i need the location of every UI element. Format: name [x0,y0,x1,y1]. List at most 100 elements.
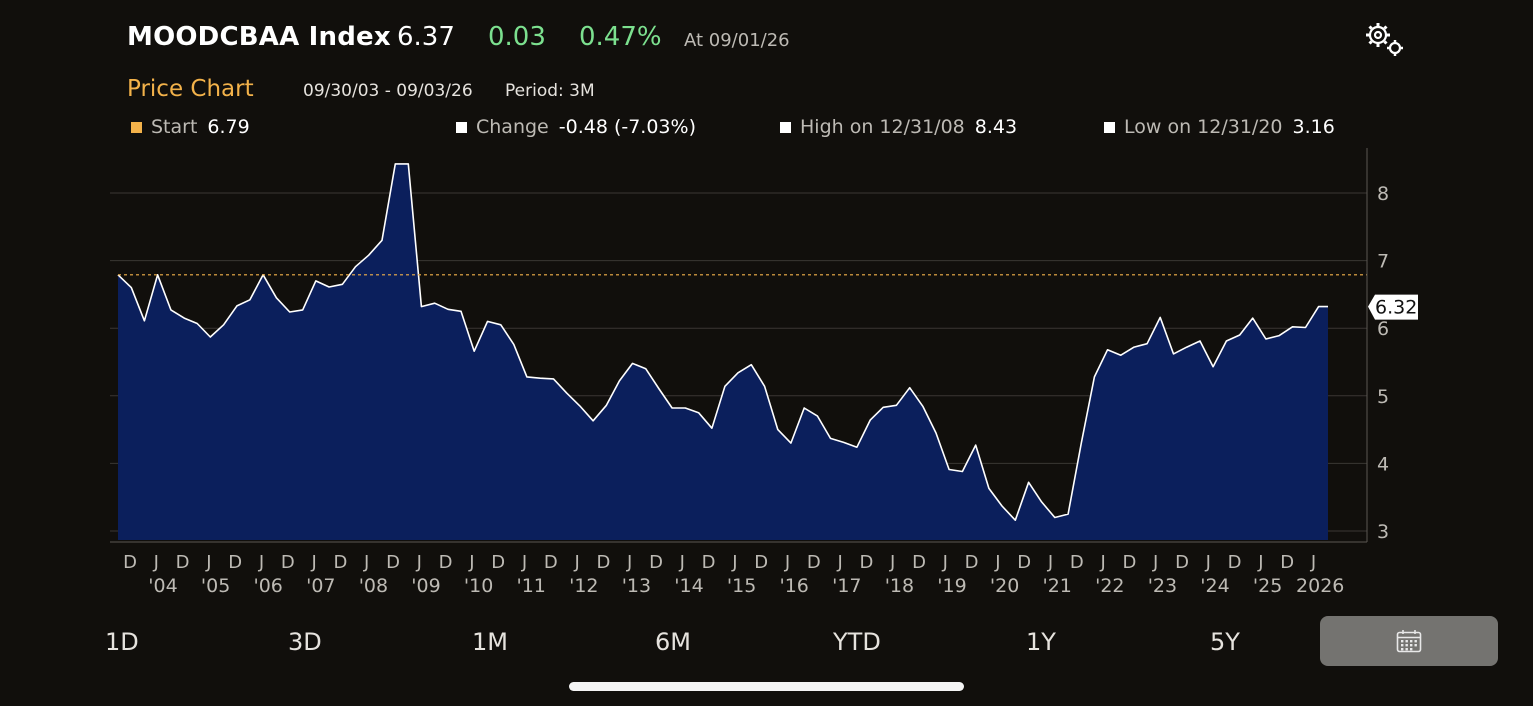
x-month-tick: D [333,552,347,573]
x-month-tick: D [1175,552,1189,573]
x-year-label: '20 [990,575,1019,597]
x-month-tick: J [994,552,1000,573]
tab-ytd[interactable]: YTD [833,628,881,656]
tab-1m[interactable]: 1M [472,628,508,656]
price-area [118,163,1328,540]
x-month-tick: D [228,552,242,573]
legend-change-label: Change [476,116,549,138]
last-value-label: 6.32 [1375,297,1417,319]
x-month-tick: J [1310,552,1316,573]
x-month-tick: D [491,552,505,573]
x-year-label: '22 [1095,575,1124,597]
legend-low: Low on 12/31/20 3.16 [1104,116,1335,138]
x-month-tick: D [912,552,926,573]
legend-start-value: 6.79 [207,116,250,138]
x-month-tick: D [859,552,873,573]
y-tick-label: 6 [1377,318,1389,340]
x-month-tick: J [1099,552,1105,573]
x-year-label: '23 [1148,575,1177,597]
x-month-tick: J [731,552,737,573]
tab-1y[interactable]: 1Y [1026,628,1056,656]
y-tick-label: 7 [1377,251,1389,273]
x-month-tick: J [310,552,316,573]
net-change: 0.03 [488,22,546,52]
x-month-tick: D [439,552,453,573]
x-month-tick: J [416,552,422,573]
last-price: 6.37 [397,22,455,52]
x-month-tick: D [754,552,768,573]
x-month-tick: J [153,552,159,573]
x-month-tick: D [1122,552,1136,573]
legend-high-label: High on 12/31/08 [800,116,965,138]
x-month-tick: J [1257,552,1263,573]
ticker-title: MOODCBAA Index [127,22,391,52]
legend-change-value: -0.48 (-7.03%) [558,116,696,138]
x-year-label: '14 [674,575,703,597]
x-year-label: '15 [727,575,756,597]
y-tick-label: 8 [1377,183,1389,205]
legend-low-value: 3.16 [1292,116,1335,138]
x-month-tick: J [626,552,632,573]
x-month-tick: J [679,552,685,573]
legend-high-value: 8.43 [974,116,1018,138]
calendar-icon [1396,630,1422,653]
x-month-tick: J [1152,552,1158,573]
legend-swatch-low [1104,121,1115,133]
x-month-tick: J [942,552,948,573]
price-line [117,163,1328,521]
x-month-tick: D [281,552,295,573]
as-of-date: At 09/01/26 [684,30,790,51]
x-year-label: '21 [1042,575,1071,597]
tab-6m[interactable]: 6M [655,628,691,656]
x-year-label: '16 [779,575,808,597]
x-month-tick: J [363,552,369,573]
x-month-tick: D [1017,552,1031,573]
x-year-label: '12 [569,575,598,597]
x-year-label: '25 [1253,575,1282,597]
percent-change: 0.47% [579,22,662,52]
x-month-tick: D [1070,552,1084,573]
tab-5y[interactable]: 5Y [1210,628,1240,656]
gears-icon[interactable] [1362,20,1406,60]
x-month-tick: J [889,552,895,573]
home-indicator[interactable] [569,682,964,691]
x-year-label: '05 [201,575,230,597]
x-month-tick: D [1228,552,1242,573]
y-tick-label: 5 [1377,386,1389,408]
x-month-tick: D [596,552,610,573]
x-month-tick: D [649,552,663,573]
legend-change: Change -0.48 (-7.03%) [456,116,696,138]
tab-3d[interactable]: 3D [288,628,322,656]
x-year-label: 2026 [1296,575,1344,597]
x-year-label: '07 [306,575,335,597]
x-month-tick: J [468,552,474,573]
y-tick-label: 4 [1377,453,1389,475]
legend-start: Start 6.79 [131,116,250,138]
legend-swatch-start [131,121,142,133]
x-year-label: '04 [148,575,177,597]
x-year-label: '11 [516,575,545,597]
x-year-label: '08 [359,575,388,597]
x-month-tick: J [573,552,579,573]
chart-title: Price Chart [127,76,254,102]
x-month-tick: J [258,552,264,573]
x-year-label: '19 [937,575,966,597]
legend-start-label: Start [151,116,198,138]
x-month-tick: J [205,552,211,573]
x-year-label: '06 [253,575,282,597]
x-month-tick: D [807,552,821,573]
date-range: 09/30/03 - 09/03/26 [303,81,473,101]
y-tick-label: 3 [1377,521,1389,543]
calendar-button[interactable] [1320,616,1498,666]
x-month-tick: J [784,552,790,573]
x-month-tick: J [521,552,527,573]
tab-1d[interactable]: 1D [105,628,139,656]
x-month-tick: J [1047,552,1053,573]
x-month-tick: D [123,552,137,573]
period-label: Period: 3M [505,81,595,101]
x-year-label: '18 [885,575,914,597]
x-month-tick: D [386,552,400,573]
x-month-tick: D [1280,552,1294,573]
legend-swatch-change [456,121,467,133]
